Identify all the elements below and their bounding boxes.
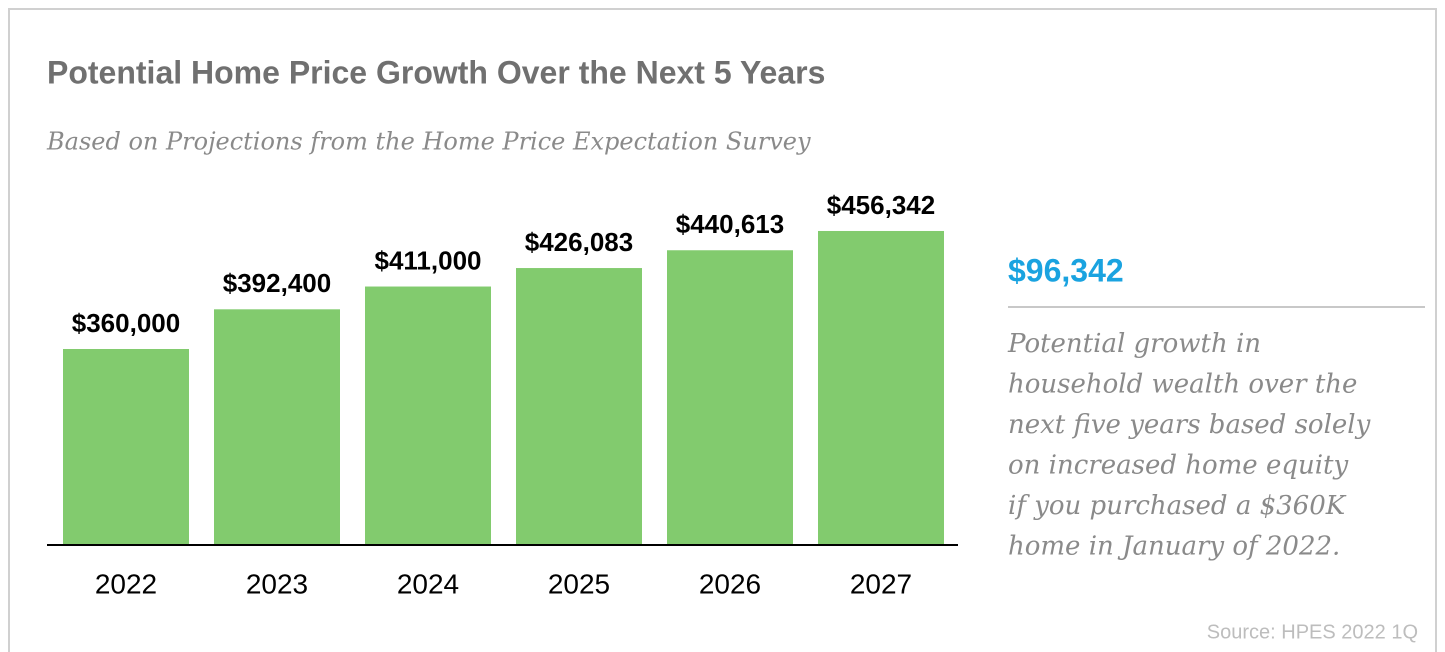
data-label: $456,342 [827,190,935,220]
callout-text: next five years based solely [1008,410,1371,440]
callout-text: home in January of 2022. [1008,532,1340,562]
bar [667,250,793,545]
x-tick-label: 2024 [397,568,459,599]
bar [818,230,944,545]
source: Source: HPES 2022 1Q [1207,621,1418,643]
bar [365,286,491,545]
frame [8,8,1437,652]
data-label: $411,000 [374,245,481,275]
callout-text: on increased home equity [1008,451,1348,481]
data-label: $392,400 [223,268,331,298]
x-tick-label: 2026 [699,568,761,599]
data-label: $426,083 [525,227,633,257]
chart-title: Potential Home Price Growth Over the Nex… [47,54,825,90]
chart-subtitle: Based on Projections from the Home Price… [46,128,811,156]
callout-value: $96,342 [1008,252,1124,288]
x-tick-label: 2027 [850,568,912,599]
bar [63,349,189,545]
data-label: $360,000 [72,308,180,338]
x-tick-label: 2025 [548,568,610,599]
callout-text: Potential growth in [1007,329,1261,359]
data-label: $440,613 [676,209,784,239]
x-tick-label: 2023 [246,568,308,599]
bar [516,268,642,545]
x-tick-label: 2022 [95,568,157,599]
callout-text: if you purchased a $360K [1008,491,1347,521]
bar [214,309,340,545]
callout-text: household wealth over the [1008,370,1357,400]
